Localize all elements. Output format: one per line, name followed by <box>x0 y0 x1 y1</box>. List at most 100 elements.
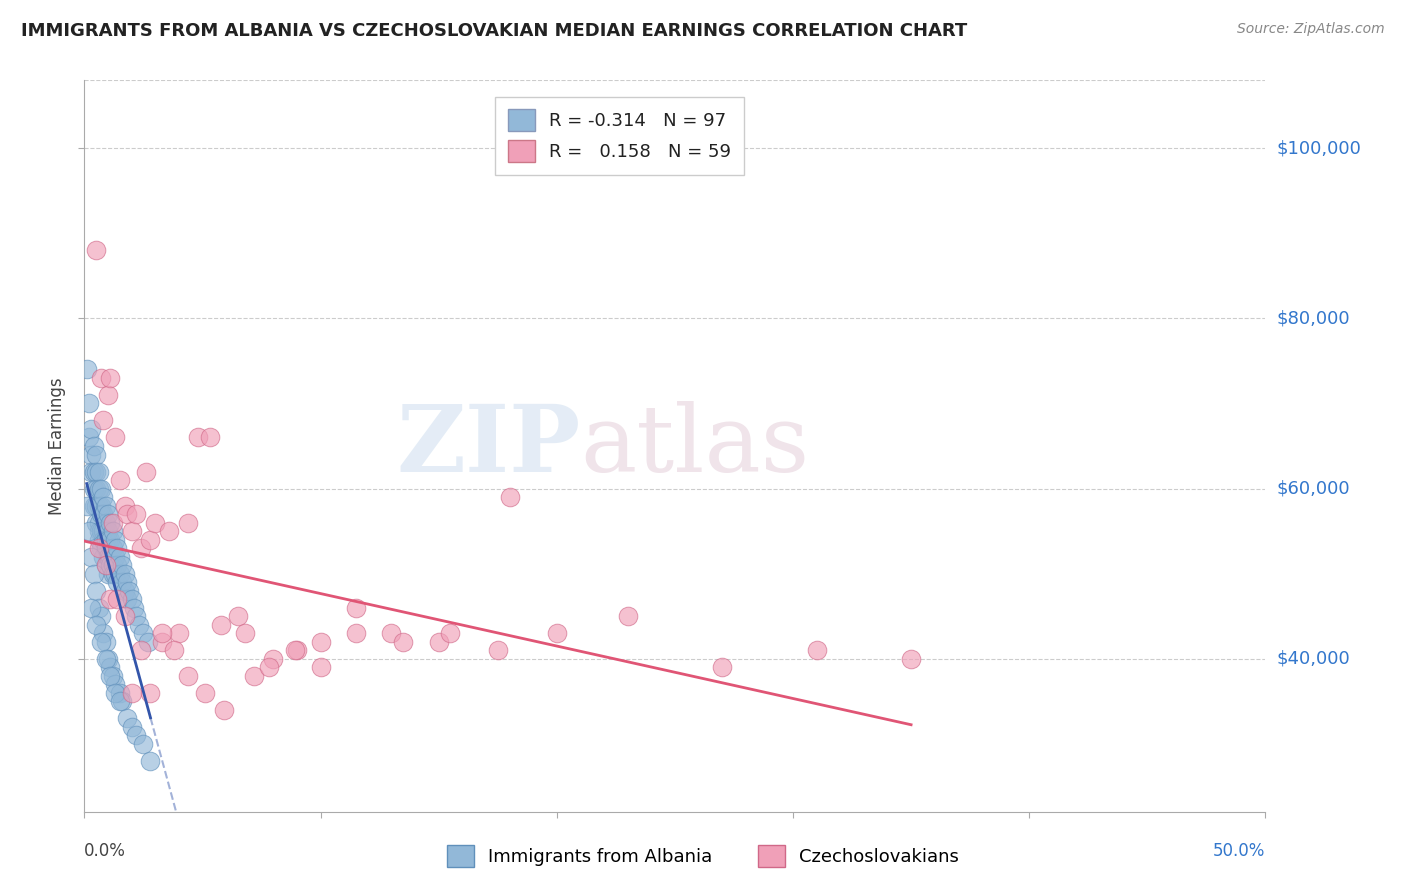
Legend: Immigrants from Albania, Czechoslovakians: Immigrants from Albania, Czechoslovakian… <box>440 838 966 874</box>
Point <box>83 482 105 496</box>
Point <box>91 626 114 640</box>
Point <box>125 609 148 624</box>
Point <box>114 499 136 513</box>
Point <box>107 592 129 607</box>
Point <box>177 516 200 530</box>
Point <box>344 626 367 640</box>
Point <box>101 524 124 538</box>
Point <box>104 533 127 547</box>
Text: IMMIGRANTS FROM ALBANIA VS CZECHOSLOVAKIAN MEDIAN EARNINGS CORRELATION CHART: IMMIGRANTS FROM ALBANIA VS CZECHOSLOVAKI… <box>21 22 967 40</box>
Point <box>94 558 117 572</box>
Point <box>439 626 461 640</box>
Point <box>80 448 103 462</box>
Point <box>344 600 367 615</box>
Point <box>90 371 112 385</box>
Point <box>243 668 266 682</box>
Point <box>616 609 638 624</box>
Point <box>98 660 121 674</box>
Point <box>87 541 110 555</box>
Text: atlas: atlas <box>581 401 810 491</box>
Point <box>91 549 114 564</box>
Point <box>111 694 134 708</box>
Point <box>98 533 121 547</box>
Point <box>77 430 100 444</box>
Point <box>84 516 107 530</box>
Point <box>108 473 131 487</box>
Point <box>91 524 114 538</box>
Point <box>91 413 114 427</box>
Point <box>80 465 103 479</box>
Point <box>84 583 107 598</box>
Point <box>94 499 117 513</box>
Point <box>118 583 141 598</box>
Point <box>157 524 180 538</box>
Point <box>87 533 110 547</box>
Point <box>90 524 112 538</box>
Point <box>87 516 110 530</box>
Point <box>84 617 107 632</box>
Point <box>98 668 121 682</box>
Point <box>97 524 120 538</box>
Point <box>129 643 152 657</box>
Point <box>97 651 120 665</box>
Point <box>226 609 249 624</box>
Point <box>97 507 120 521</box>
Point <box>94 634 117 648</box>
Y-axis label: Median Earnings: Median Earnings <box>48 377 66 515</box>
Point <box>125 507 148 521</box>
Point <box>104 686 127 700</box>
Point <box>90 482 112 496</box>
Point <box>90 499 112 513</box>
Point <box>98 592 121 607</box>
Point <box>104 430 127 444</box>
Point <box>711 660 734 674</box>
Point <box>90 609 112 624</box>
Point <box>87 482 110 496</box>
Point <box>139 533 162 547</box>
Point <box>83 499 105 513</box>
Point <box>94 516 117 530</box>
Text: $80,000: $80,000 <box>1277 310 1350 327</box>
Point <box>94 651 117 665</box>
Point <box>115 507 138 521</box>
Point <box>108 566 131 581</box>
Point <box>83 566 105 581</box>
Point <box>91 507 114 521</box>
Point <box>94 558 117 572</box>
Point <box>94 533 117 547</box>
Point <box>87 465 110 479</box>
Point <box>486 643 509 657</box>
Point <box>114 583 136 598</box>
Point <box>104 677 127 691</box>
Point <box>114 609 136 624</box>
Point <box>177 668 200 682</box>
Point <box>98 558 121 572</box>
Point <box>77 396 100 410</box>
Point <box>163 643 186 657</box>
Point <box>87 524 110 538</box>
Point <box>121 592 143 607</box>
Point <box>83 439 105 453</box>
Point <box>115 592 138 607</box>
Point <box>114 566 136 581</box>
Point <box>111 558 134 572</box>
Point <box>101 566 124 581</box>
Point <box>257 660 280 674</box>
Point <box>262 651 284 665</box>
Point <box>80 600 103 615</box>
Point <box>212 703 235 717</box>
Point <box>132 737 155 751</box>
Point <box>143 516 166 530</box>
Point <box>392 634 415 648</box>
Point <box>80 422 103 436</box>
Text: ZIP: ZIP <box>396 401 581 491</box>
Point <box>900 651 922 665</box>
Point <box>194 686 217 700</box>
Point <box>84 482 107 496</box>
Point <box>129 541 152 555</box>
Point <box>115 575 138 590</box>
Point <box>84 244 107 258</box>
Point <box>101 668 124 682</box>
Point <box>139 686 162 700</box>
Point <box>97 533 120 547</box>
